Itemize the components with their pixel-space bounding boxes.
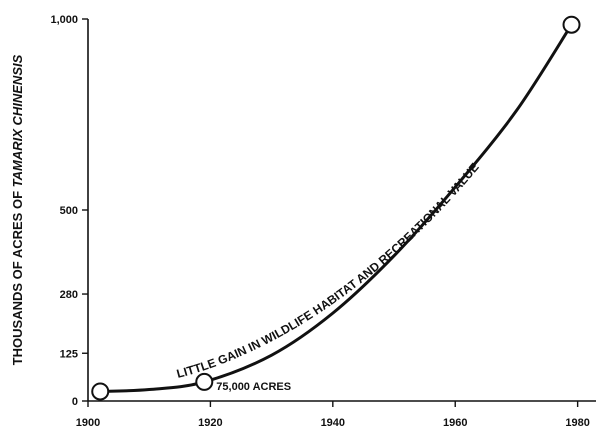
data-point-marker <box>195 372 214 391</box>
y-axis-title: THOUSANDS OF ACRES OF TAMARIX CHINENSIS <box>10 54 25 365</box>
x-tick-label: 1920 <box>198 417 222 429</box>
x-tick-label: 1940 <box>321 417 345 429</box>
y-tick-label: 0 <box>72 396 78 408</box>
x-tick-label: 1960 <box>443 417 467 429</box>
y-axis-title-species: TAMARIX CHINENSIS <box>10 54 25 187</box>
data-point-marker <box>562 15 581 34</box>
data-markers <box>91 15 581 401</box>
y-axis-title-prefix: THOUSANDS OF ACRES OF <box>10 187 25 365</box>
y-tick-label: 280 <box>60 289 78 301</box>
point-label-75000-acres: 75,000 ACRES <box>216 381 291 393</box>
curve-annotation-text: LITTLE GAIN IN WILDLIFE HABITAT AND RECR… <box>175 160 482 381</box>
curve-annotation: LITTLE GAIN IN WILDLIFE HABITAT AND RECR… <box>175 160 482 381</box>
series-line <box>100 23 573 393</box>
y-axis-ticks: 0 125 280 500 1,000 <box>50 14 88 408</box>
y-tick-label: 500 <box>60 205 78 217</box>
data-point-marker <box>91 382 110 401</box>
x-tick-label: 1980 <box>565 417 589 429</box>
x-axis-ticks: 1900 1920 1940 1960 1980 <box>76 401 590 429</box>
y-tick-label: 125 <box>60 348 78 360</box>
x-tick-label: 1900 <box>76 417 100 429</box>
y-tick-label: 1,000 <box>50 14 78 26</box>
